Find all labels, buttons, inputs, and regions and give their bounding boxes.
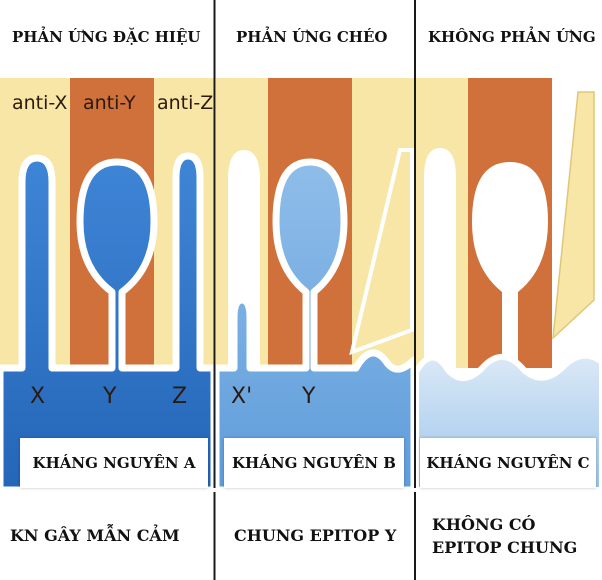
antigen-b-surface (212, 158, 418, 494)
epitope-label-y-cross: Y (302, 384, 316, 409)
epitope-label-x: X (30, 384, 46, 409)
epitope-label-x-prime: X' (231, 384, 253, 409)
antibody-empty-center (472, 162, 548, 372)
antigen-a-label: KHÁNG NGUYÊN A (20, 438, 208, 488)
antigen-b-label: KHÁNG NGUYÊN B (224, 438, 404, 488)
antibody-label-anti-x: anti-X (12, 92, 68, 114)
antibody-tip (349, 148, 414, 356)
column-1-art (0, 78, 218, 494)
antibody-empty-left (424, 148, 456, 372)
antibody-spike (552, 91, 595, 340)
antigen-a-surface (0, 152, 218, 494)
column-3-art (413, 78, 602, 493)
header-cross-reaction: PHẢN ỨNG CHÉO (222, 8, 408, 66)
epitope-label-z: Z (172, 384, 188, 409)
caption-no-shared-epitope-line-2: EPITOP CHUNG (432, 538, 578, 557)
caption-shared-epitope: CHUNG EPITOP Y (224, 500, 404, 572)
column-2-art (212, 78, 418, 494)
caption-no-shared-epitope: KHÔNG CÓ EPITOP CHUNG (424, 500, 594, 572)
antibody-label-anti-y: anti-Y (83, 92, 136, 114)
epitope-label-y: Y (103, 384, 117, 409)
antibody-label-anti-z: anti-Z (157, 92, 214, 114)
header-specific-reaction: PHẢN ỨNG ĐẶC HIỆU (4, 8, 204, 66)
caption-no-shared-epitope-line-1: KHÔNG CÓ (432, 514, 536, 534)
caption-sensitizing-antigen: KN GÂY MẪN CẢM (2, 500, 208, 572)
header-no-reaction: KHÔNG PHẢN ỨNG (420, 8, 598, 66)
antigen-c-label: KHÁNG NGUYÊN C (420, 438, 596, 488)
